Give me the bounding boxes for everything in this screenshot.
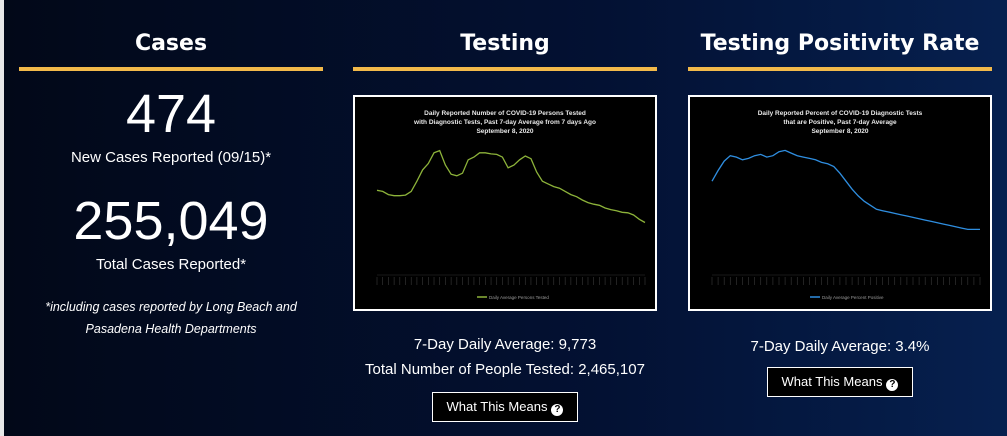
testing-chart-title-3: September 8, 2020 (476, 128, 533, 135)
question-circle-icon: ? (551, 404, 564, 416)
testing-chart-title-1: Daily Reported Number of COVID-19 Person… (424, 110, 586, 117)
testing-series-line (376, 149, 646, 224)
positivity-chart-svg: Daily Reported Percent of COVID-19 Diagn… (711, 110, 981, 300)
positivity-panel: Testing Positivity Rate Daily Reported P… (688, 0, 992, 436)
total-cases-label: Total Cases Reported* (95, 256, 247, 273)
positivity-title: Testing Positivity Rate (700, 31, 980, 56)
positivity-chart-title-3: September 8, 2020 (811, 128, 868, 135)
testing-panel: Testing Daily Reported Number of COVID-1… (353, 0, 657, 436)
testing-button-label: What This Means (446, 399, 548, 414)
positivity-button-label: What This Means (781, 374, 883, 389)
testing-chart[interactable]: Daily Reported Number of COVID-19 Person… (353, 95, 657, 311)
positivity-chart-title-1: Daily Reported Percent of COVID-19 Diagn… (758, 110, 923, 117)
testing-chart-marks (376, 149, 646, 224)
question-circle-icon: ? (886, 379, 899, 391)
positivity-legend-label: Daily Average Percent Positive (822, 295, 884, 300)
cases-title: Cases (134, 31, 208, 56)
total-cases-count: 255,049 (73, 191, 269, 251)
testing-what-this-means-button[interactable]: What This Means? (432, 392, 578, 422)
positivity-chart-marks (711, 149, 980, 231)
left-edge-divider (0, 0, 4, 436)
positivity-chart[interactable]: Daily Reported Percent of COVID-19 Diagn… (688, 95, 992, 311)
cases-panel: Cases 474 New Cases Reported (09/15)* 25… (19, 0, 323, 436)
positivity-chart-axis (711, 274, 981, 285)
positivity-what-this-means-button[interactable]: What This Means? (767, 367, 913, 397)
testing-legend-label: Daily Average Persons Tested (489, 295, 549, 300)
cases-footnote-line-2: Pasadena Health Departments (85, 322, 257, 336)
cases-title-rule (19, 67, 323, 71)
testing-title: Testing (460, 31, 550, 56)
cases-footnote-line-1: *including cases reported by Long Beach … (45, 300, 297, 314)
positivity-daily-average: 7-Day Daily Average: 3.4% (750, 338, 930, 355)
testing-title-rule (353, 67, 657, 71)
testing-chart-title-2: with Diagnostic Tests, Past 7-day Averag… (413, 119, 596, 126)
positivity-series-line (711, 149, 980, 231)
testing-daily-average: 7-Day Daily Average: 9,773 (413, 336, 597, 353)
testing-total-tested: Total Number of People Tested: 2,465,107 (365, 361, 645, 378)
positivity-title-rule (688, 67, 992, 71)
new-cases-label: New Cases Reported (09/15)* (70, 149, 272, 166)
testing-chart-svg: Daily Reported Number of COVID-19 Person… (376, 110, 646, 300)
positivity-chart-title-2: that are Positive, Past 7-day Average (783, 119, 897, 126)
new-cases-count: 474 (125, 84, 217, 144)
testing-chart-axis (376, 274, 646, 285)
